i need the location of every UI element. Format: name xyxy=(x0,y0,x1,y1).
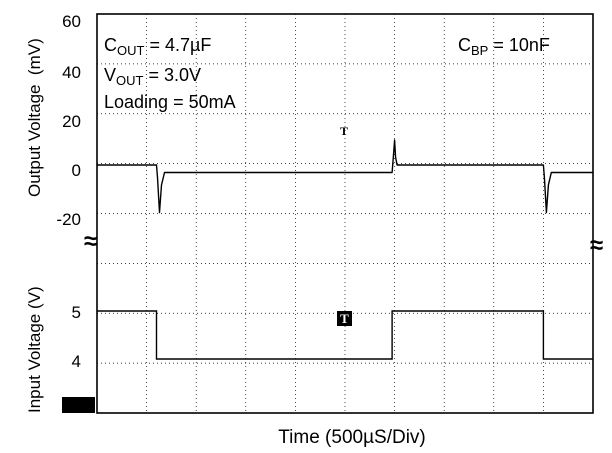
loading-annotation: Loading = 50mA xyxy=(104,92,236,112)
vout-value: = 3.0V xyxy=(143,65,201,85)
lower-tick-label: 4 xyxy=(72,352,81,371)
cout-value: = 4.7µF xyxy=(144,35,211,55)
trigger-marker-box xyxy=(337,311,352,326)
cout-subscript: OUT xyxy=(117,43,145,58)
ground-marker-icon xyxy=(62,397,95,413)
right-axis-break: ≈ xyxy=(590,232,603,259)
lower-y-axis-title: Input Voltage (V) xyxy=(25,286,44,413)
cbp-symbol: C xyxy=(458,35,471,55)
upper-tick-label: 20 xyxy=(62,112,81,131)
cbp-subscript: BP xyxy=(471,43,488,58)
cbp-annotation: CBP = 10nF xyxy=(458,35,550,58)
left-axis-break: ≈ xyxy=(84,228,97,255)
upper-tick-label: -20 xyxy=(56,210,81,229)
lower-tick-label: 5 xyxy=(72,303,81,322)
upper-tick-label: 0 xyxy=(72,161,81,180)
output-voltage-trace xyxy=(97,139,593,214)
upper-tick-label: 40 xyxy=(62,63,81,82)
input-voltage-trace xyxy=(97,310,593,360)
cout-symbol: C xyxy=(104,35,117,55)
cout-annotation: COUT = 4.7µF xyxy=(104,35,211,58)
vout-subscript: OUT xyxy=(116,73,144,88)
upper-tick-label: 60 xyxy=(62,12,81,31)
vout-annotation: VOUT = 3.0V xyxy=(104,65,201,88)
cbp-value: = 10nF xyxy=(488,35,550,55)
vout-symbol: V xyxy=(104,65,116,85)
upper-y-axis-title: Output Voltage (mV) xyxy=(25,38,44,197)
x-axis-title: Time (500µS/Div) xyxy=(278,427,426,448)
trigger-marker-label: T xyxy=(340,311,349,326)
upper-trigger-marker: T xyxy=(340,124,348,138)
